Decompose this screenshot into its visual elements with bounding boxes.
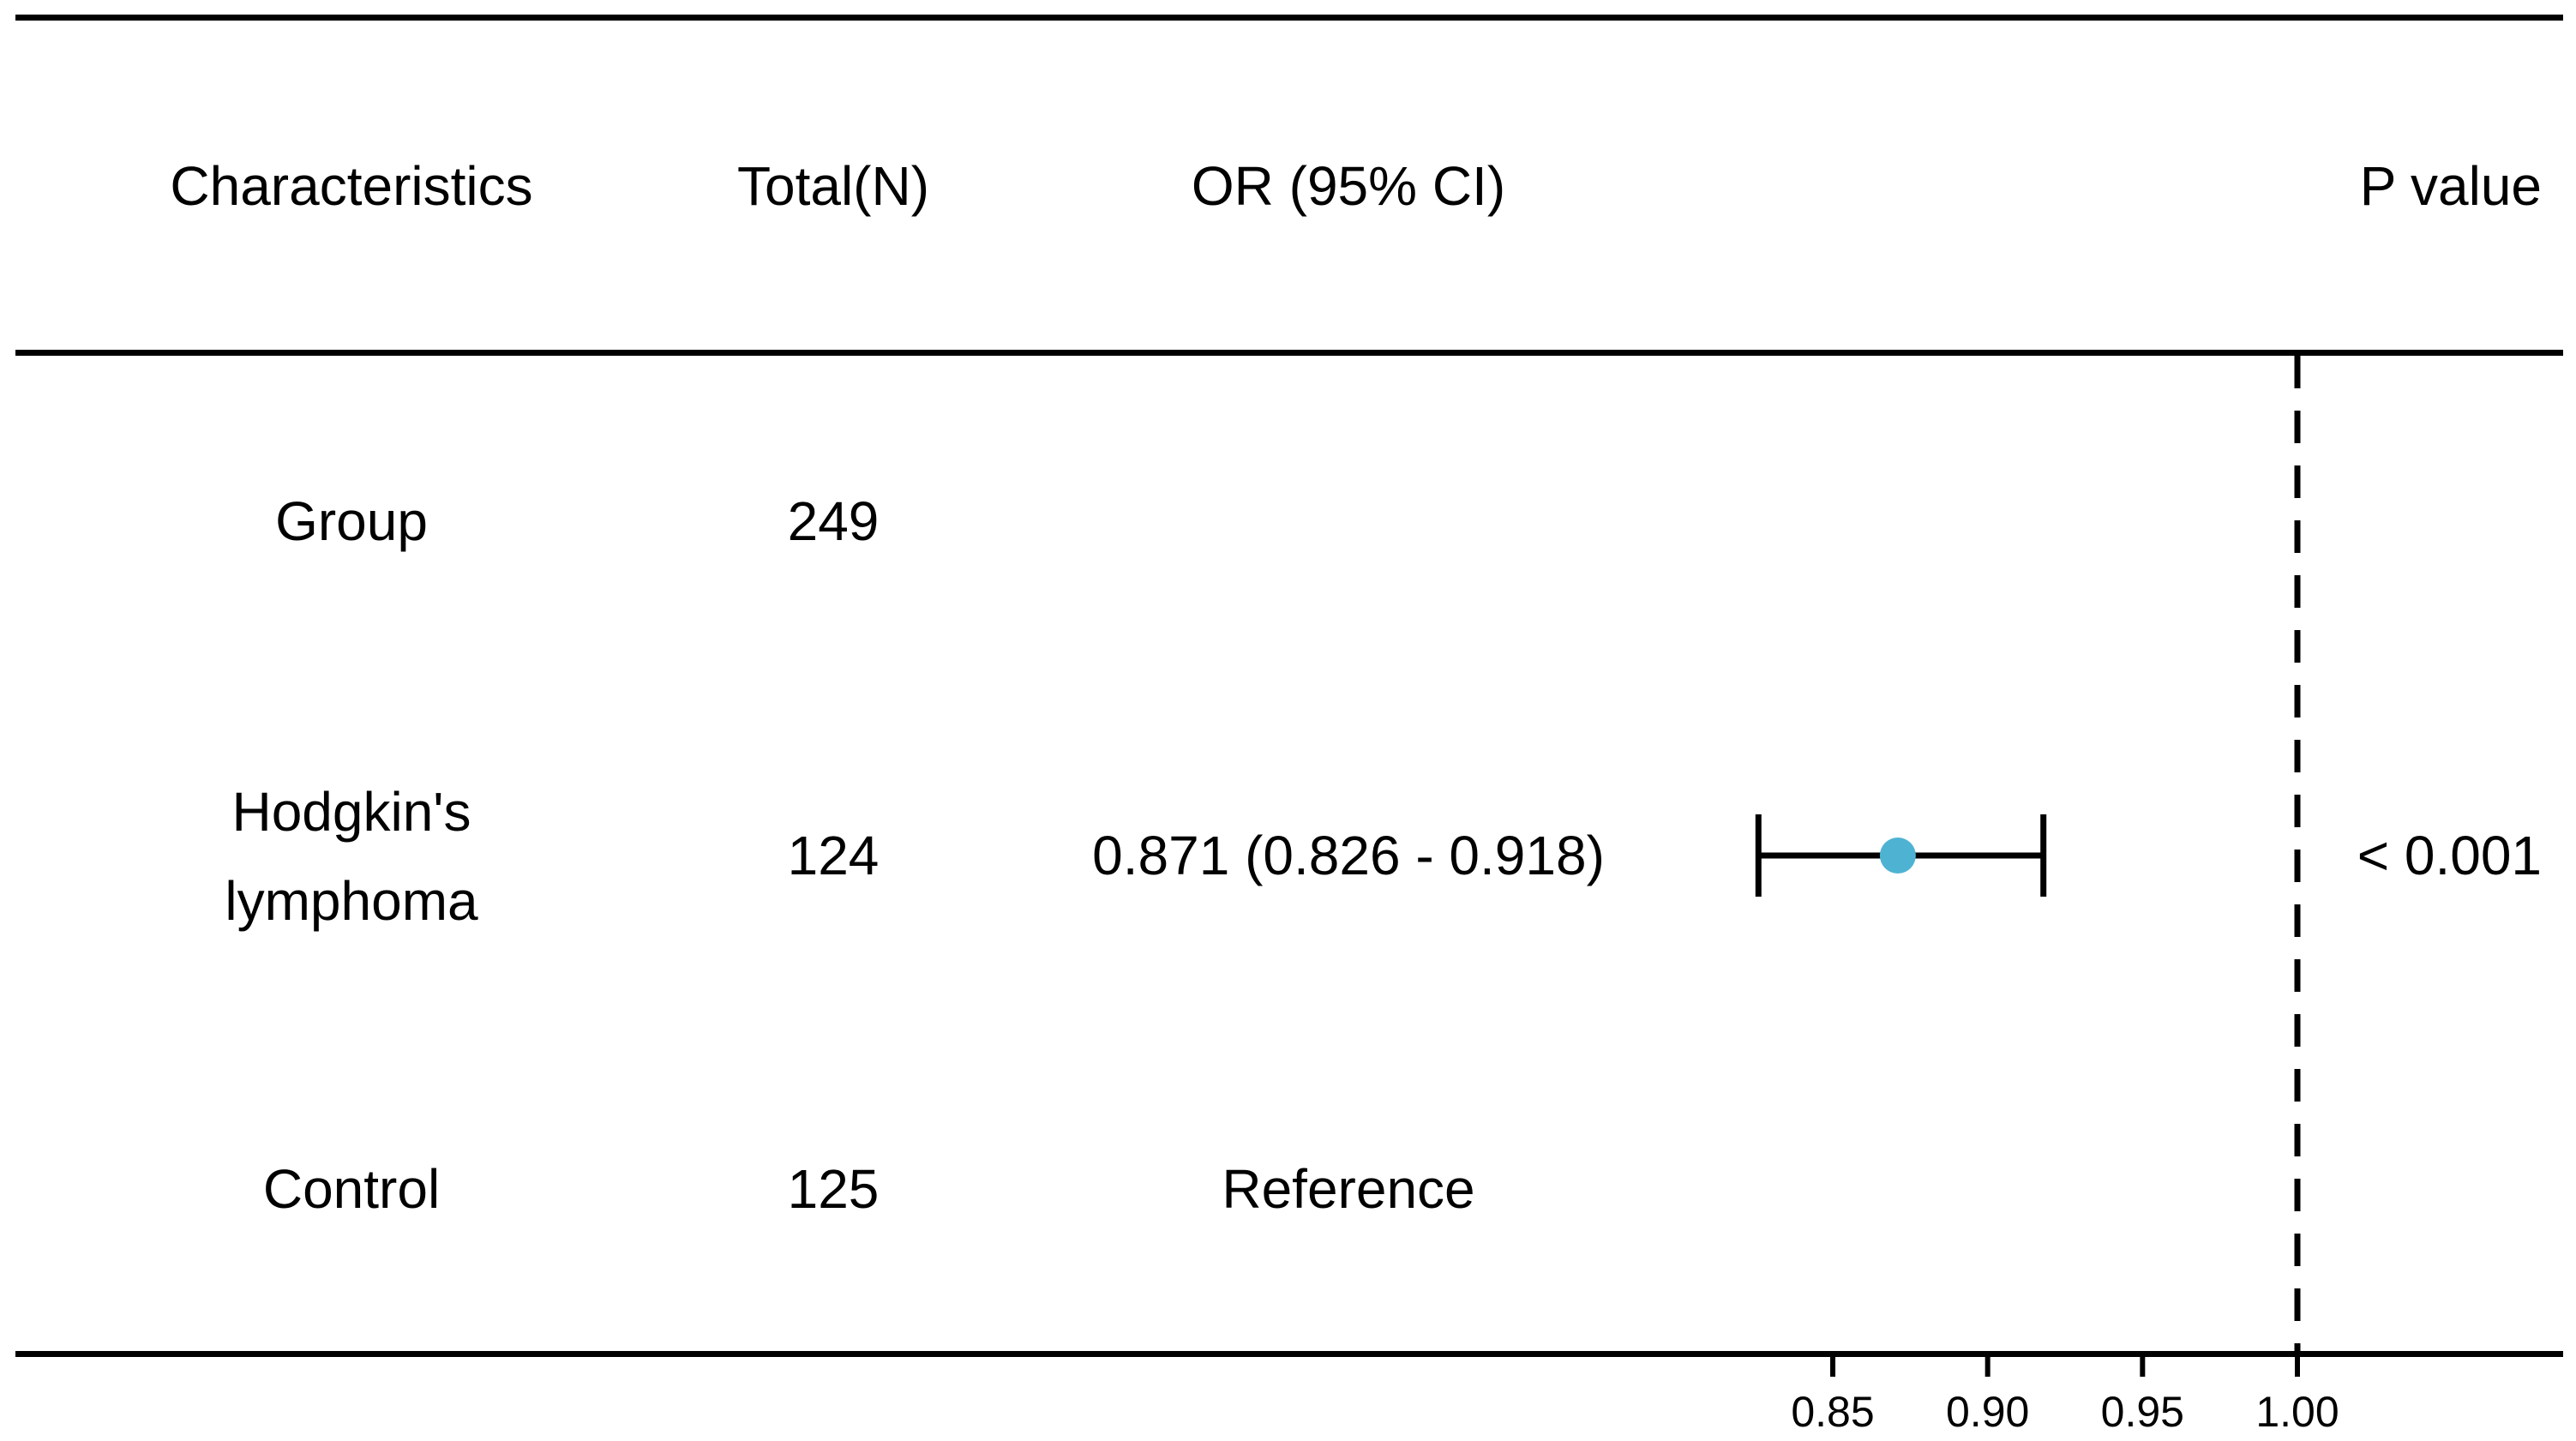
x-tick-label: 0.90 [1945,1388,2030,1436]
row-hodgkin-total: 124 [787,825,880,886]
bottom-rule [15,1351,2563,1357]
row-group-total: 249 [787,490,880,552]
header-or-ci: OR (95% CI) [1191,155,1506,217]
header-p-value: P value [2359,155,2542,217]
row-group-characteristic: Group [275,490,428,552]
row-hodgkin-characteristic-line1: Hodgkin's [231,781,471,843]
top-rule [15,15,2563,21]
header-characteristics: Characteristics [170,155,533,217]
header-total: Total(N) [736,155,930,217]
or-point [1879,838,1916,874]
row-hodgkin-or-ci: 0.871 (0.826 - 0.918) [1092,825,1605,886]
row-hodgkin-characteristic-line2: lymphoma [225,870,478,932]
row-control-or-ci: Reference [1222,1158,1475,1220]
row-control-total: 125 [787,1158,880,1220]
x-tick-label: 1.00 [2255,1388,2339,1436]
x-tick-label: 0.85 [1791,1388,1875,1436]
x-tick-label: 0.95 [2100,1388,2184,1436]
header-rule [15,350,2563,356]
row-control-characteristic: Control [262,1158,441,1220]
row-hodgkin-p-value: < 0.001 [2357,825,2542,886]
